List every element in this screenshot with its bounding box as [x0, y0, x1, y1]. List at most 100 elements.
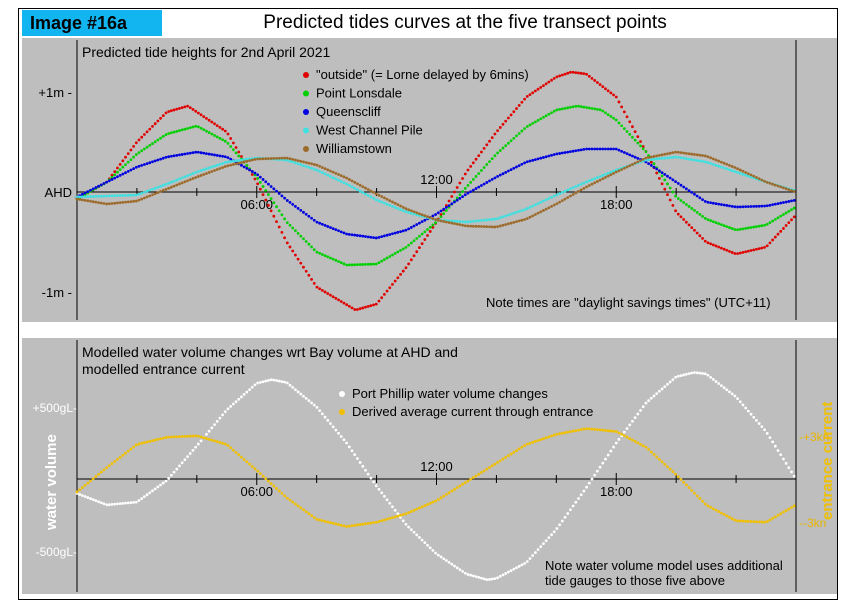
data-point [250, 158, 254, 162]
data-point [366, 305, 370, 308]
data-point [218, 162, 222, 166]
data-point [757, 224, 761, 228]
data-point [248, 159, 251, 163]
data-point [78, 195, 82, 199]
data-point [315, 163, 319, 167]
data-point [323, 172, 327, 176]
data-point [153, 159, 157, 163]
data-point [631, 135, 634, 139]
data-point [636, 412, 640, 416]
data-point [275, 156, 278, 160]
right-tick-label: --3kn [799, 516, 826, 530]
data-point [347, 232, 351, 236]
data-point [482, 147, 486, 150]
data-point [372, 197, 375, 200]
data-point [577, 104, 580, 108]
data-point [356, 188, 359, 192]
y-tick-label: +1m - [38, 85, 72, 100]
data-point [89, 199, 92, 203]
data-point [205, 152, 208, 156]
data-point [285, 221, 289, 225]
data-point [760, 224, 764, 228]
data-point [622, 127, 626, 131]
x-tick-label: 12:00 [420, 172, 453, 187]
data-point [612, 147, 615, 151]
data-point [466, 191, 470, 195]
data-point [97, 194, 100, 198]
data-point [539, 438, 543, 441]
data-point [447, 491, 451, 495]
data-point [458, 197, 462, 200]
data-point [121, 201, 125, 204]
data-point [752, 520, 756, 524]
data-point [102, 202, 106, 205]
data-point [741, 169, 745, 173]
data-point [124, 451, 127, 455]
data-point [126, 501, 130, 505]
data-point [210, 165, 214, 169]
data-point [277, 225, 281, 229]
data-point [757, 520, 761, 524]
data-point [401, 209, 405, 213]
data-point [339, 523, 343, 527]
data-point [666, 382, 669, 386]
data-point [447, 204, 451, 208]
data-point [560, 431, 564, 435]
data-point [291, 226, 295, 230]
data-point [86, 190, 90, 194]
data-point [730, 251, 734, 254]
data-point [622, 430, 626, 434]
data-point [776, 202, 780, 206]
data-point [169, 131, 173, 135]
water-volume-axis-label: water volume [43, 434, 60, 531]
data-point [353, 263, 357, 267]
data-point [617, 431, 621, 435]
data-point [469, 180, 473, 184]
data-point [550, 78, 553, 82]
data-point [442, 494, 446, 498]
data-point [223, 161, 227, 164]
data-point [372, 236, 375, 240]
data-point [582, 186, 586, 190]
data-point [455, 219, 459, 223]
data-point [199, 126, 203, 130]
data-point [480, 219, 483, 222]
data-point [733, 170, 737, 174]
data-point [310, 245, 313, 249]
data-point [631, 163, 634, 166]
data-point [345, 525, 349, 528]
data-point [569, 150, 572, 154]
data-point [471, 219, 475, 223]
data-point [690, 371, 694, 375]
data-point [474, 187, 478, 190]
data-point [264, 189, 268, 192]
data-point [579, 71, 583, 75]
data-point [89, 188, 92, 192]
volume-series [75, 371, 796, 582]
data-point [226, 156, 230, 160]
data-point [779, 453, 783, 457]
data-point [350, 233, 354, 237]
data-point [485, 218, 489, 222]
data-point [129, 200, 133, 204]
data-point [89, 479, 92, 483]
data-point [205, 167, 208, 171]
data-point [436, 218, 440, 222]
data-point [641, 158, 645, 161]
data-point [671, 204, 675, 207]
data-point [466, 573, 470, 576]
data-point [364, 305, 367, 309]
data-point [156, 138, 160, 142]
data-point [310, 216, 313, 220]
data-point [547, 112, 551, 116]
data-point [364, 522, 367, 526]
data-point [471, 476, 475, 479]
data-point [577, 183, 580, 187]
data-point [450, 562, 454, 566]
image-badge: Image #16a [22, 10, 162, 36]
data-point [663, 187, 667, 191]
data-point [202, 173, 206, 176]
data-point [242, 165, 246, 169]
data-point [415, 237, 419, 240]
data-point [267, 157, 270, 161]
